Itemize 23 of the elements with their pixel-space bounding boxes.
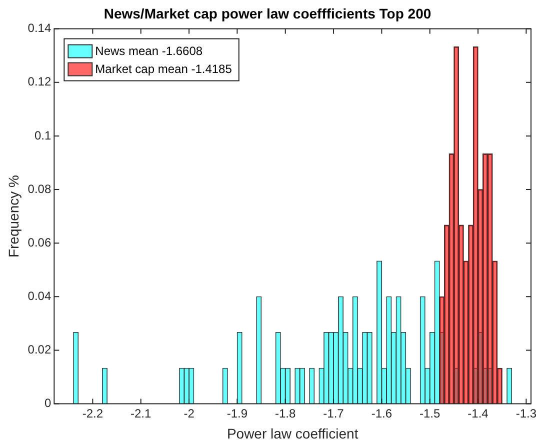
x-tick-label: -1.4: [468, 406, 489, 420]
y-tick-label: 0.02: [28, 342, 52, 357]
y-tick-label: 0.1: [34, 128, 52, 142]
x-tick-label: -1.7: [323, 406, 344, 420]
x-tick-label: -1.3: [516, 406, 537, 420]
x-tick-label: -2.2: [82, 406, 104, 420]
y-tick-label: 0.08: [28, 182, 52, 196]
x-tick-label: -2.1: [130, 406, 152, 420]
x-tick-label: -1.9: [226, 406, 248, 420]
y-tick-label: 0.12: [28, 74, 52, 89]
legend-label: Market cap mean -1.4185: [95, 62, 232, 76]
legend-label: News mean -1.6608: [95, 44, 203, 58]
x-tick-label: -2: [184, 406, 195, 420]
x-tick-label: -1.5: [420, 406, 441, 420]
y-tick-label: 0.04: [28, 288, 52, 303]
y-tick-label: 0: [44, 396, 52, 410]
x-tick-label: -1.8: [275, 406, 296, 420]
y-tick-label: 0.14: [28, 21, 52, 36]
chart-title: News/Market cap power law coeffficients Top 200: [104, 5, 432, 22]
x-axis-title: Power law coefficient: [226, 425, 358, 442]
y-tick-label: 0.06: [28, 235, 52, 250]
x-tick-label: -1.6: [371, 406, 392, 420]
y-axis-title: Frequency %: [5, 175, 22, 258]
